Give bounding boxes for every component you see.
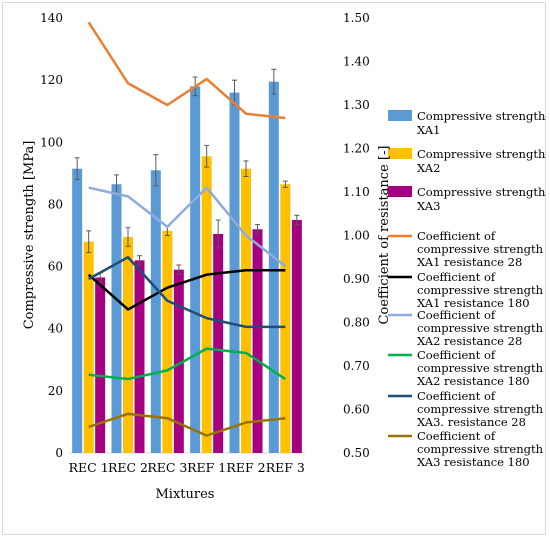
legend-label: XA2 resistance 28: [417, 334, 522, 348]
y2-tick-label: 0.60: [343, 403, 370, 417]
bar: [241, 168, 251, 454]
bar: [150, 170, 161, 453]
x-tick-label: REC 3: [147, 460, 187, 475]
bar: [201, 156, 212, 453]
legend-label: Coefficient of: [417, 270, 496, 284]
series-line: [88, 412, 286, 437]
series-line: [88, 186, 287, 267]
axes-group: 0 20 40 60 80 100 120 140 0.50 0.60 0.70 0.80 0.90 1.…: [40, 11, 370, 475]
bar: [173, 269, 184, 453]
y2-tick-label: 1.20: [343, 142, 370, 156]
bars-group: [72, 68, 302, 454]
bar: [83, 241, 94, 453]
legend-label: Coefficient of: [417, 389, 496, 403]
y2-tick-label: 0.90: [343, 272, 370, 286]
legend-label: XA1: [417, 123, 440, 137]
legend-label: XA1 resistance 28: [417, 255, 522, 269]
legend-label: Coefficient of: [417, 429, 496, 443]
y-tick-label: 100: [40, 135, 63, 149]
legend-label: XA3 resistance 180: [417, 455, 530, 469]
legend-label: XA3. resistance 28: [417, 415, 526, 429]
bar: [280, 184, 291, 453]
chart-frame: 0 20 40 60 80 100 120 140 0.50 0.60 0.70 0.80 0.90 1.…: [2, 2, 546, 535]
y-tick-label: 20: [48, 384, 63, 398]
bar: [123, 237, 133, 453]
bar: [291, 219, 302, 453]
y2-tick-label: 0.50: [343, 446, 370, 460]
y-tick-label: 120: [40, 73, 63, 87]
x-tick-label: REC 2: [108, 460, 148, 475]
legend-label: Coefficient of: [417, 229, 496, 243]
legend-swatch: [388, 110, 412, 121]
legend-label: Compressive strength: [417, 147, 546, 161]
legend-label: compressive strength: [417, 402, 544, 416]
bar: [252, 229, 263, 453]
legend-label: compressive strength: [417, 321, 544, 335]
x-tick-label: REC 1: [69, 460, 109, 475]
y2-tick-label: 1.00: [343, 229, 370, 243]
x-tick-label: REF 3: [266, 460, 305, 475]
y2-tick-label: 1.40: [343, 55, 370, 69]
legend-label: XA3: [417, 199, 440, 213]
legend-label: XA2: [417, 161, 440, 175]
legend-swatch: [388, 148, 412, 159]
bar: [162, 230, 173, 453]
y2-tick-label: 1.30: [343, 98, 370, 112]
legend-label: compressive strength: [417, 283, 544, 297]
legend-label: compressive strength: [417, 442, 544, 456]
y2-tick-label: 0.80: [343, 316, 370, 330]
legend-swatch: [388, 186, 412, 197]
bar: [134, 260, 145, 453]
legend-label: Coefficient of: [417, 348, 496, 362]
legend-label: XA2 resistance 180: [417, 374, 530, 388]
y-tick-label: 40: [48, 322, 63, 336]
legend-label: compressive strength: [417, 242, 544, 256]
legend-label: Coefficient of: [417, 308, 496, 322]
y2-tick-label: 1.10: [343, 185, 370, 199]
legend-label: XA1 resistance 180: [417, 296, 530, 310]
y-tick-label: 0: [55, 446, 63, 460]
bar: [72, 168, 83, 454]
legend-label: Compressive strength: [417, 185, 546, 199]
y-tick-label: 140: [40, 11, 63, 25]
bar: [95, 277, 106, 453]
series-line: [88, 256, 286, 329]
series-line: [88, 347, 287, 381]
series-line: [87, 21, 286, 120]
legend-label: Compressive strength: [417, 109, 546, 123]
series-line: [87, 269, 286, 311]
x-tick-label: REF 2: [226, 460, 265, 475]
combo-chart: 0 20 40 60 80 100 120 140 0.50 0.60 0.70 0.80 0.90 1.…: [22, 11, 546, 502]
bar: [111, 184, 122, 453]
y-tick-label: 80: [48, 197, 63, 211]
y-tick-label: 60: [48, 260, 63, 274]
legend-label: compressive strength: [417, 361, 544, 375]
bar: [213, 233, 224, 453]
y2-tick-label: 1.50: [343, 11, 370, 25]
bar: [268, 81, 279, 454]
lines-group: [87, 21, 287, 437]
bar: [190, 86, 201, 453]
secondary-y-axis-title: Coefficient of resistance [-]: [377, 146, 392, 325]
x-axis-title: Mixtures: [156, 487, 215, 502]
y2-tick-label: 0.70: [343, 359, 370, 373]
x-tick-label: REF 1: [187, 460, 226, 475]
y-axis-title: Compressive strength [MPa]: [22, 141, 37, 330]
